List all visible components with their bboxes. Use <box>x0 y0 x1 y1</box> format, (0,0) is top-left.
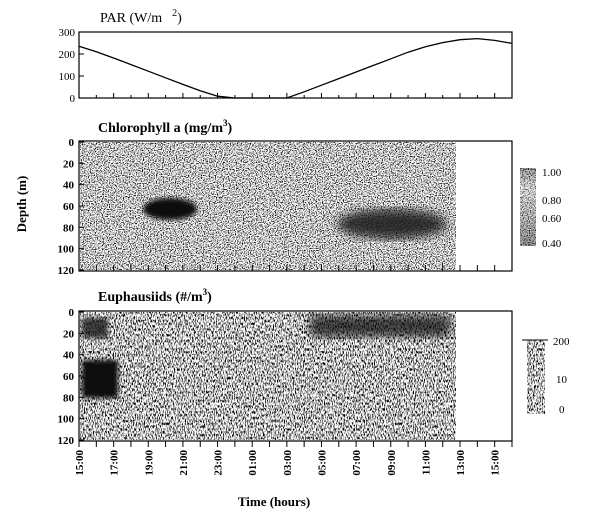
par-title-sup: 2 <box>172 8 177 19</box>
par-plot-frame <box>78 31 513 99</box>
x-tick-label: 17:00 <box>109 450 121 476</box>
chl-y-tick-label: 60 <box>63 201 75 213</box>
euph-dark-band <box>82 318 108 338</box>
par-y-tick-label: 200 <box>59 49 76 61</box>
euph-y-tick-label: 40 <box>63 350 75 362</box>
x-tick-label: 03:00 <box>282 450 294 476</box>
chl-y-tick-label: 20 <box>63 158 75 170</box>
euph-title-close: ) <box>207 290 212 305</box>
euphausiid-panel: Euphausiids (#/m3) <box>58 287 571 509</box>
euph-y-tick-label: 80 <box>63 392 75 404</box>
x-tick-label: 21:00 <box>178 450 190 476</box>
euph-colorbar-label: 0 <box>559 404 565 416</box>
euph-colorbar-label: 10 <box>556 374 568 386</box>
x-tick-label: 01:00 <box>247 450 259 476</box>
euph-y-tick-label: 100 <box>58 414 75 426</box>
chl-title-close: ) <box>227 121 232 136</box>
chl-y-tick-label: 80 <box>63 222 75 234</box>
chl-y-axis-label: Depth (m) <box>14 176 29 233</box>
chl-patch <box>143 198 197 220</box>
euph-y-tick-label: 0 <box>69 307 75 319</box>
par-title: PAR (W/m 2) <box>100 8 182 26</box>
euph-title-sup: 3 <box>203 287 208 297</box>
euph-y-tick-label: 20 <box>63 328 75 340</box>
par-panel: PAR (W/m 2) 300 200 100 0 <box>59 8 513 105</box>
par-title-main: PAR (W/m <box>100 11 162 26</box>
x-tick-label: 05:00 <box>317 450 329 476</box>
chl-y-tick-label: 40 <box>63 180 75 192</box>
x-axis-ticks: 15:00 17:00 19:00 21:00 23:00 01:00 03:00 05:00… <box>74 441 513 476</box>
euph-colorbar-label: 200 <box>553 336 570 348</box>
par-y-ticks: 300 200 100 0 <box>59 27 84 105</box>
euph-y-tick-label: 120 <box>58 435 75 447</box>
euph-heatmap <box>80 312 512 440</box>
chl-colorbar: 1.00 0.80 0.60 0.40 <box>520 167 562 250</box>
par-series-line <box>78 37 513 99</box>
x-tick-label: 07:00 <box>351 450 363 476</box>
chl-y-ticks: 0 20 40 60 80 100 120 <box>58 137 84 277</box>
chl-patch <box>337 209 447 239</box>
chl-y-tick-label: 100 <box>58 244 75 256</box>
chl-patch <box>290 168 430 196</box>
euph-dark-band <box>310 315 450 337</box>
euph-dark-band <box>82 360 118 398</box>
chl-patch <box>230 201 270 211</box>
euph-patch <box>342 411 402 439</box>
chl-colorbar-label: 0.80 <box>542 195 562 207</box>
euph-colorbar-ramp <box>527 340 545 414</box>
x-tick-label: 09:00 <box>386 450 398 476</box>
chl-y-tick-label: 120 <box>58 265 75 277</box>
euph-colorbar: 200 10 0 <box>522 336 570 416</box>
chl-patch <box>98 200 142 212</box>
x-tick-label: 15:00 <box>490 450 502 476</box>
euph-y-ticks: 0 20 40 60 80 100 120 <box>58 307 84 447</box>
chl-heatmap <box>80 142 512 270</box>
euph-y-tick-label: 60 <box>63 371 75 383</box>
chl-title: Chlorophyll a (mg/m3) <box>98 118 232 136</box>
euph-title: Euphausiids (#/m3) <box>98 287 212 305</box>
x-tick-label: 19:00 <box>143 450 155 476</box>
chl-y-tick-label: 0 <box>69 137 75 149</box>
par-title-close: ) <box>177 11 182 26</box>
x-tick-label: 23:00 <box>213 450 225 476</box>
chl-colorbar-label: 1.00 <box>542 167 562 179</box>
par-y-tick-label: 100 <box>59 71 76 83</box>
chl-patch <box>245 226 355 246</box>
chlorophyll-panel: Chlorophyll a (mg/m3) Depth (m) <box>14 118 562 277</box>
chl-title-main: Chlorophyll a (mg/m <box>98 121 223 136</box>
chl-patch <box>150 220 210 256</box>
x-tick-label: 15:00 <box>74 450 86 476</box>
par-y-tick-label: 300 <box>59 27 76 39</box>
par-y-tick-label: 0 <box>70 93 76 105</box>
x-tick-label: 11:00 <box>420 450 432 476</box>
euph-title-main: Euphausiids (#/m <box>98 290 203 305</box>
chl-colorbar-label: 0.60 <box>542 213 562 225</box>
chl-title-sup: 3 <box>223 118 228 128</box>
par-minor-ticks <box>78 93 513 98</box>
x-tick-label: 13:00 <box>455 450 467 476</box>
x-axis-label: Time (hours) <box>238 494 310 509</box>
chl-colorbar-label: 0.40 <box>542 238 562 250</box>
chl-minor-ticks <box>78 265 513 271</box>
